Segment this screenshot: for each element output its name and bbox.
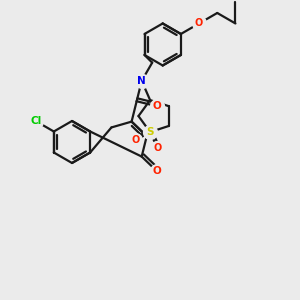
Text: Cl: Cl — [30, 116, 41, 126]
Text: O: O — [153, 142, 161, 153]
Text: O: O — [153, 101, 161, 111]
Text: N: N — [137, 76, 146, 86]
Text: O: O — [152, 166, 161, 176]
Text: O: O — [131, 136, 139, 146]
Text: S: S — [146, 127, 154, 137]
Text: O: O — [195, 19, 203, 28]
